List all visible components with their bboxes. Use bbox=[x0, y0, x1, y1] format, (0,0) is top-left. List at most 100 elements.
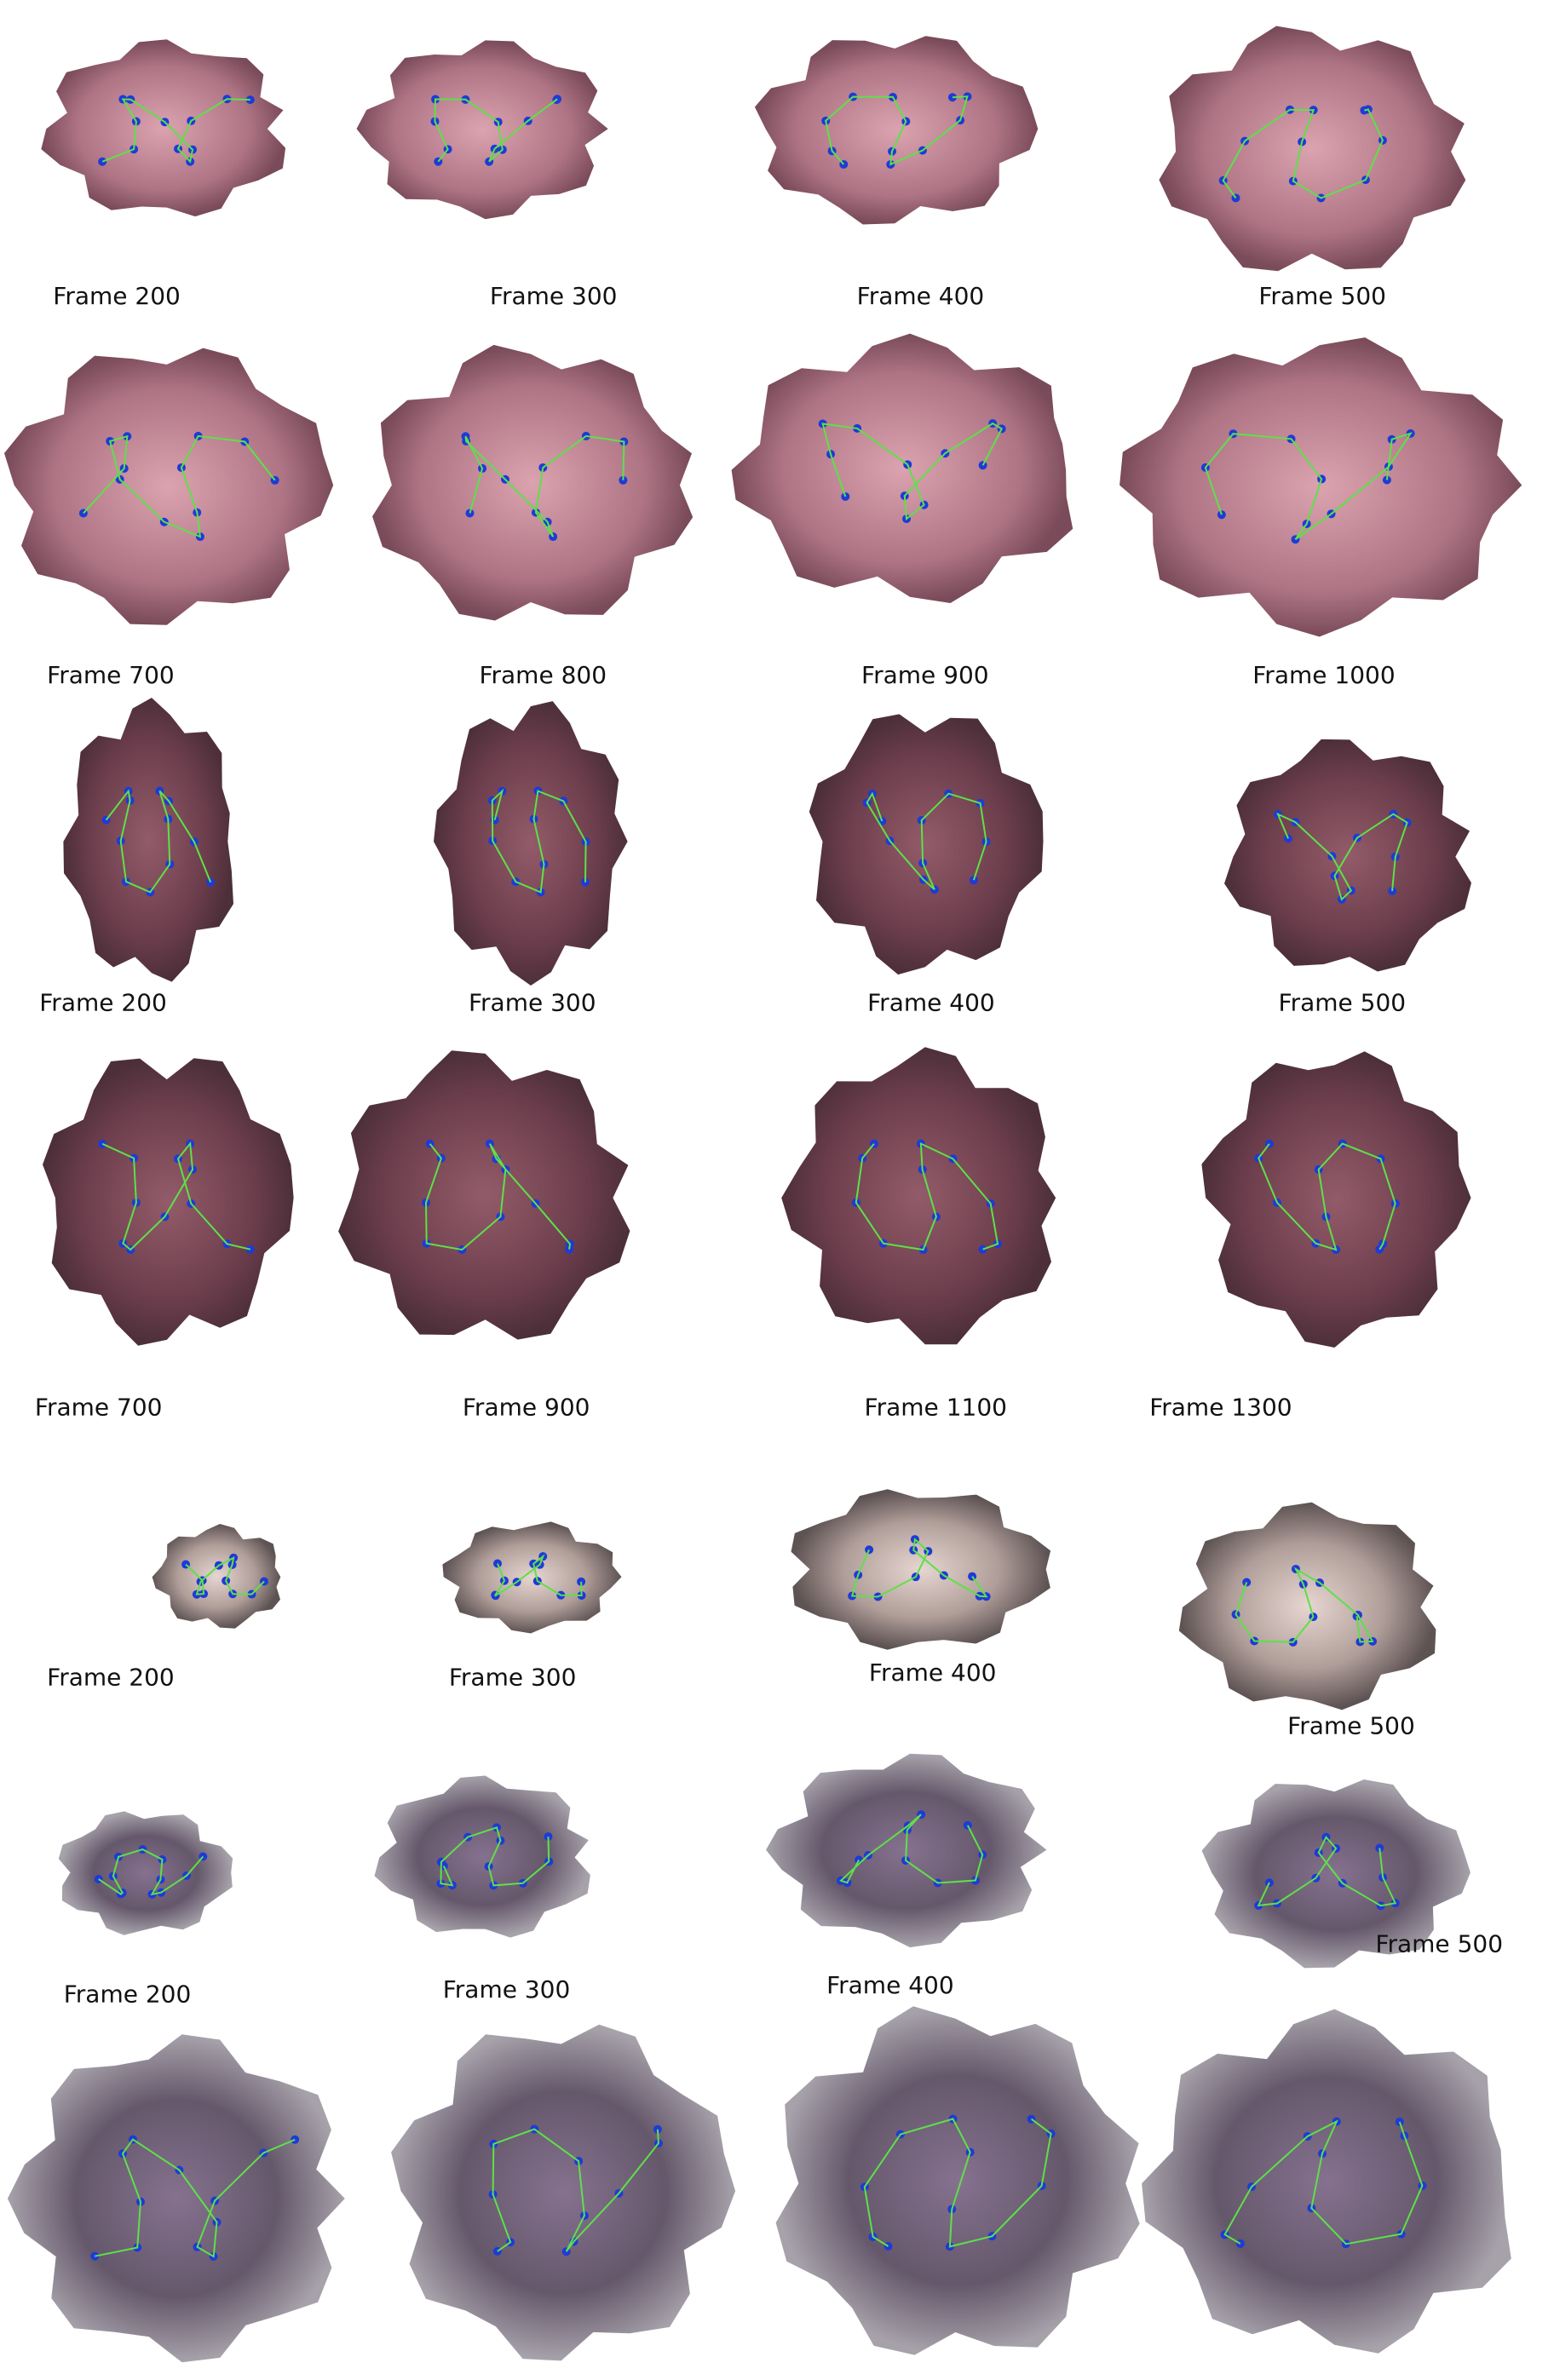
reconstruction-panel bbox=[4, 348, 334, 625]
trajectory bbox=[434, 98, 558, 163]
reconstruction-panel bbox=[1178, 1502, 1436, 1710]
reconstruction-panel bbox=[781, 1047, 1056, 1345]
point-cloud bbox=[43, 1058, 294, 1346]
reconstruction-panel bbox=[1142, 2009, 1511, 2354]
frame-label: Frame 900 bbox=[463, 1394, 590, 1422]
reconstruction-panel bbox=[41, 39, 286, 217]
point-cloud bbox=[338, 1050, 630, 1340]
reconstruction-panel bbox=[442, 1521, 622, 1634]
frame-label: Frame 200 bbox=[64, 1980, 192, 2008]
point-cloud bbox=[442, 1521, 622, 1634]
frame-label: Frame 200 bbox=[47, 1663, 175, 1691]
trajectory bbox=[1222, 108, 1384, 199]
trajectory bbox=[850, 1538, 988, 1598]
reconstruction-panel bbox=[374, 1775, 590, 1938]
trajectory bbox=[494, 1554, 583, 1597]
point-cloud bbox=[791, 1489, 1051, 1650]
reconstruction-panel bbox=[1159, 26, 1466, 272]
trajectory bbox=[863, 2118, 1052, 2248]
trajectory bbox=[185, 1555, 265, 1595]
point-cloud bbox=[1178, 1502, 1436, 1710]
trajectory bbox=[1257, 1836, 1397, 1907]
point-cloud bbox=[152, 1524, 281, 1629]
reconstruction-panel bbox=[338, 1050, 630, 1340]
trajectory-point bbox=[978, 1245, 987, 1254]
frame-label: Frame 400 bbox=[867, 988, 995, 1016]
trajectory-point bbox=[947, 93, 957, 102]
reconstruction-panel bbox=[372, 344, 694, 621]
trajectory bbox=[821, 422, 1004, 521]
trajectory-point bbox=[969, 876, 978, 885]
point-cloud bbox=[731, 333, 1073, 603]
trajectory bbox=[866, 791, 987, 890]
reconstruction-panel bbox=[7, 2034, 345, 2363]
reconstruction-panel bbox=[434, 701, 628, 986]
frame-label: Frame 500 bbox=[1258, 282, 1386, 310]
frame-label: Frame 700 bbox=[47, 661, 175, 689]
trajectory bbox=[491, 788, 587, 894]
frame-label: Frame 1000 bbox=[1252, 661, 1395, 689]
reconstruction-panel bbox=[63, 698, 234, 982]
reconstruction-panel bbox=[766, 1753, 1047, 1948]
point-cloud bbox=[775, 2006, 1140, 2355]
frame-label: Frame 300 bbox=[490, 282, 618, 310]
frame-label: Frame 1300 bbox=[1149, 1394, 1292, 1422]
trajectory-point bbox=[883, 2242, 893, 2251]
trajectory bbox=[101, 1141, 251, 1251]
reconstruction-panel bbox=[754, 36, 1039, 225]
frame-label: Frame 300 bbox=[443, 1975, 571, 2003]
reconstruction-panel bbox=[1201, 1051, 1471, 1348]
frame-label: Frame 300 bbox=[469, 988, 596, 1016]
trajectory-point bbox=[245, 1245, 255, 1254]
frame-label: Frame 500 bbox=[1287, 1711, 1415, 1739]
frame-label: Frame 500 bbox=[1375, 1930, 1503, 1958]
trajectory bbox=[825, 95, 969, 166]
trajectory bbox=[95, 2138, 296, 2258]
point-cloud bbox=[754, 36, 1039, 225]
frame-label: Frame 900 bbox=[861, 661, 989, 689]
frame-label: Frame 200 bbox=[53, 282, 181, 310]
point-cloud bbox=[1224, 739, 1471, 972]
trajectory-point bbox=[565, 1245, 574, 1254]
frame-label: Frame 400 bbox=[869, 1659, 997, 1687]
reconstruction-panel bbox=[791, 1489, 1051, 1650]
trajectory-point bbox=[978, 461, 987, 470]
frame-label: Frame 500 bbox=[1279, 988, 1407, 1016]
point-cloud bbox=[7, 2034, 345, 2363]
trajectory-point bbox=[1395, 2117, 1404, 2126]
trajectory bbox=[1258, 1142, 1396, 1251]
trajectory-point bbox=[492, 1559, 502, 1568]
reconstruction-panel bbox=[1224, 739, 1471, 972]
frame-label: Frame 800 bbox=[479, 661, 607, 689]
point-cloud bbox=[1201, 1051, 1471, 1348]
frame-label: Frame 700 bbox=[35, 1394, 163, 1422]
trajectory-point bbox=[98, 1139, 107, 1148]
reconstruction-panel bbox=[391, 2024, 736, 2361]
trajectory bbox=[424, 1143, 572, 1251]
trajectory-point bbox=[963, 1820, 972, 1830]
trajectory-point bbox=[291, 2135, 300, 2144]
trajectory-point bbox=[1217, 510, 1226, 520]
point-cloud bbox=[356, 40, 608, 220]
reconstruction-panel bbox=[775, 2006, 1140, 2355]
point-cloud bbox=[809, 714, 1044, 975]
trajectory bbox=[855, 1141, 999, 1251]
reconstruction-panel bbox=[152, 1524, 281, 1629]
point-cloud bbox=[372, 344, 694, 621]
frame-label: Frame 300 bbox=[449, 1663, 577, 1691]
trajectory bbox=[105, 789, 212, 894]
trajectory bbox=[1223, 2119, 1424, 2245]
point-cloud bbox=[781, 1047, 1056, 1345]
frame-label: Frame 400 bbox=[857, 282, 985, 310]
trajectory bbox=[464, 434, 625, 538]
trajectory bbox=[492, 2128, 659, 2252]
reconstruction-panel bbox=[1201, 1779, 1471, 1969]
point-cloud bbox=[41, 39, 286, 217]
trajectory-point bbox=[98, 157, 107, 166]
point-cloud bbox=[1159, 26, 1466, 272]
point-cloud bbox=[58, 1811, 233, 1935]
trajectory-point bbox=[1242, 1578, 1252, 1587]
reconstruction-panel bbox=[731, 333, 1073, 603]
trajectory bbox=[1235, 1567, 1374, 1643]
